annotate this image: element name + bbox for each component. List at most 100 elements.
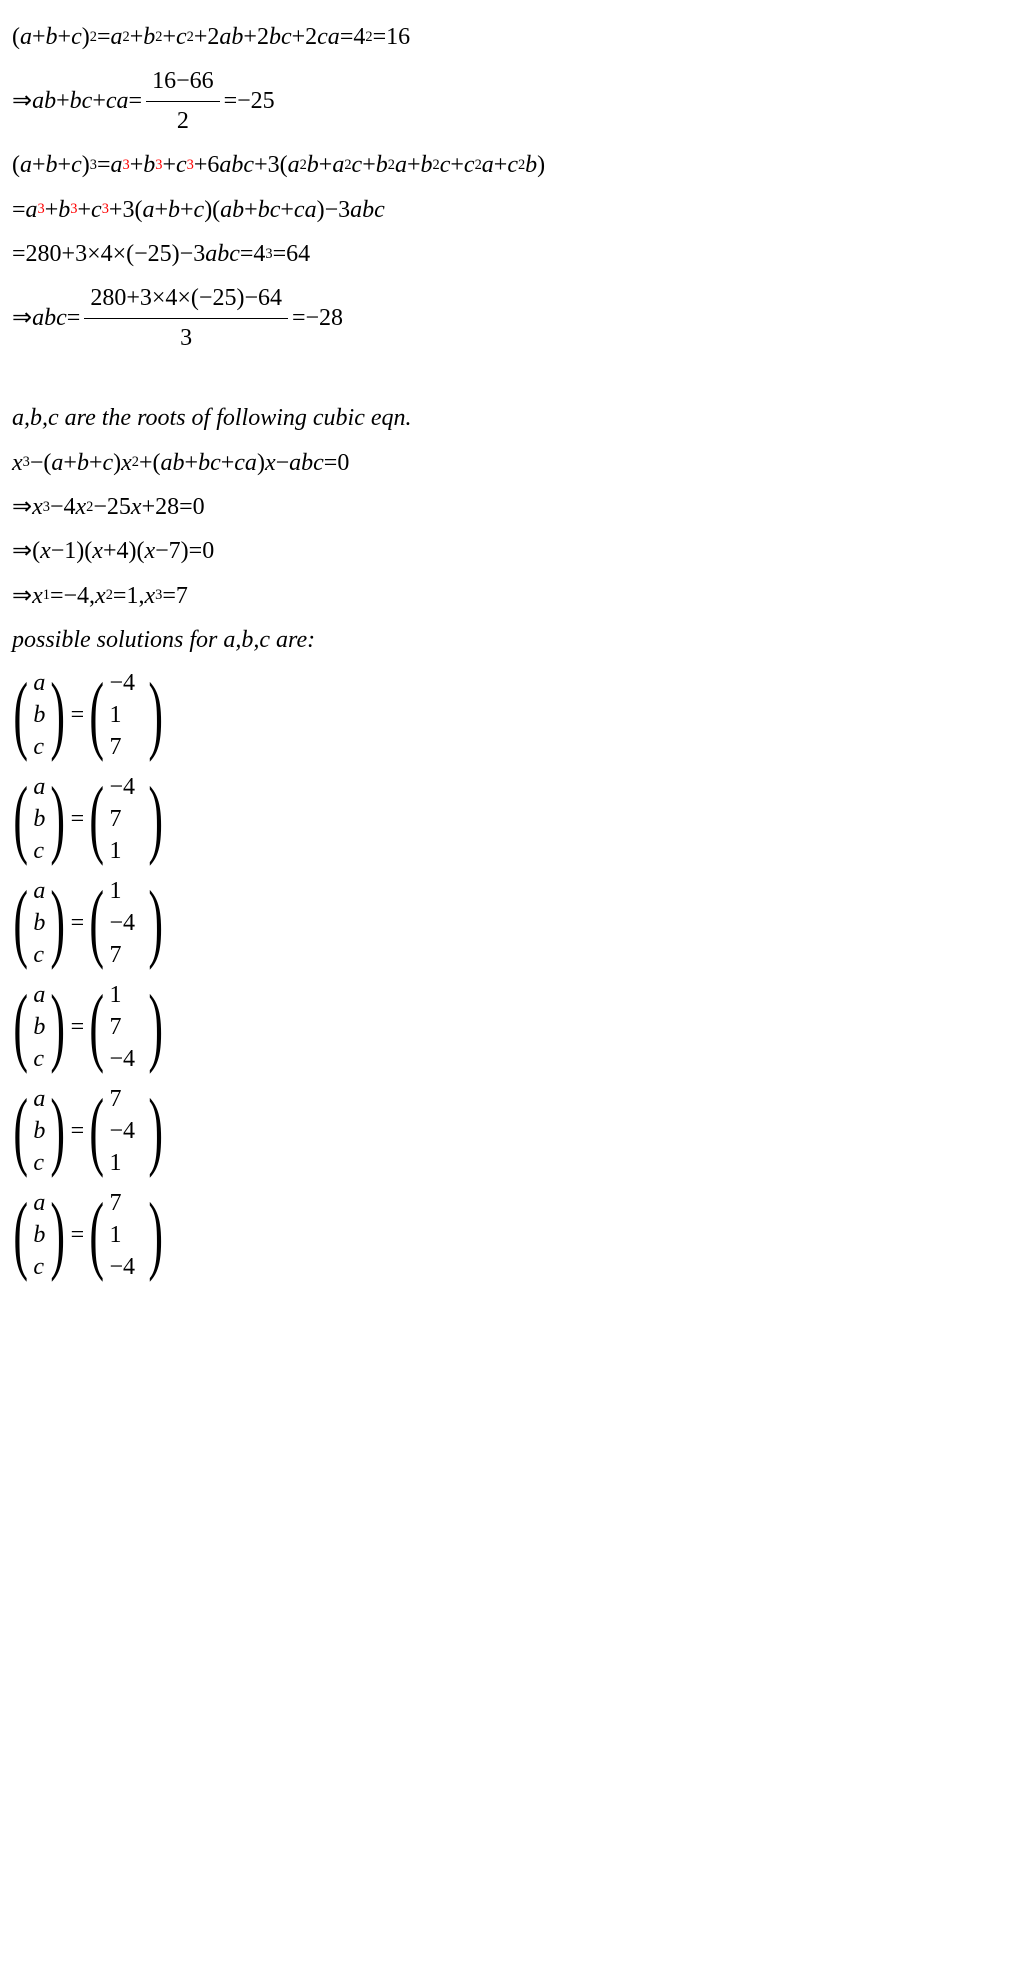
- paren-left: (: [13, 879, 28, 967]
- text: )−3: [317, 191, 351, 229]
- text: ⇒: [12, 82, 32, 120]
- sup: 3: [187, 154, 194, 177]
- var: ab: [219, 18, 243, 56]
- var: c: [507, 146, 518, 184]
- var: b: [143, 18, 155, 56]
- sup: 2: [388, 154, 395, 177]
- paren-right: ): [51, 775, 66, 863]
- sup: 2: [518, 154, 525, 177]
- text: −25: [93, 488, 131, 526]
- var: x: [32, 577, 43, 615]
- text: =−25: [224, 82, 275, 120]
- text: −: [276, 444, 290, 482]
- var: c: [464, 146, 475, 184]
- text: +: [58, 146, 72, 184]
- paren-left: (: [13, 1087, 28, 1175]
- text: +6: [194, 146, 220, 184]
- text: +: [56, 82, 70, 120]
- text: ): [537, 146, 545, 184]
- sup: 3: [155, 154, 162, 177]
- text: +: [180, 191, 194, 229]
- line-9: ⇒x3−4x2−25x+28=0: [12, 488, 1022, 526]
- var: c: [176, 146, 187, 184]
- text: +: [362, 146, 376, 184]
- var: c: [71, 146, 82, 184]
- solution-row: (abc)=(17−4): [12, 979, 1022, 1075]
- abc-col: abc: [29, 1187, 49, 1283]
- text: =: [97, 18, 111, 56]
- sup: 2: [155, 26, 162, 49]
- text: +: [78, 191, 92, 229]
- var: c: [352, 146, 363, 184]
- text: ⇒: [12, 577, 32, 615]
- paren-left: (: [90, 775, 105, 863]
- var: b: [77, 444, 89, 482]
- sup: 2: [300, 154, 307, 177]
- sub: 1: [43, 584, 50, 607]
- text: ): [113, 444, 121, 482]
- var: abc: [289, 444, 324, 482]
- text: =−28: [292, 299, 343, 337]
- text: =−4,: [50, 577, 95, 615]
- line-3: (a+b+c)3=a3+b3+c3+6abc+3(a2b+a2c+b2a+b2c…: [12, 146, 1022, 184]
- line-1: (a+b+c)2=a2+b2+c2+2ab+2bc+2ca=42=16: [12, 18, 1022, 56]
- text: +2: [243, 18, 269, 56]
- text: =: [67, 299, 81, 337]
- text: ⇒: [12, 299, 32, 337]
- text: +(: [139, 444, 161, 482]
- text: ): [82, 18, 90, 56]
- var: ca: [106, 82, 129, 120]
- text: =: [12, 191, 26, 229]
- var: c: [91, 191, 102, 229]
- text: =: [129, 82, 143, 120]
- paren-right: ): [149, 983, 164, 1071]
- var: b: [58, 191, 70, 229]
- sup: 3: [90, 154, 97, 177]
- text: +: [92, 82, 106, 120]
- text: +: [162, 18, 176, 56]
- paren-left: (: [90, 1191, 105, 1279]
- text: +28=0: [142, 488, 205, 526]
- var: x: [121, 444, 132, 482]
- numerator: 280+3×4×(−25)−64: [84, 279, 288, 318]
- text: =4: [340, 18, 366, 56]
- numerator: 16−66: [146, 62, 220, 101]
- var: x: [32, 488, 43, 526]
- text: ): [82, 146, 90, 184]
- var: x: [95, 577, 106, 615]
- values-col: −417: [105, 667, 147, 763]
- equals: =: [71, 1216, 85, 1254]
- text: ⇒: [12, 488, 32, 526]
- paren-left: (: [90, 983, 105, 1071]
- paren-left: (: [90, 671, 105, 759]
- line-11: ⇒x1=−4, x2=1, x3=7: [12, 577, 1022, 615]
- sup: 2: [344, 154, 351, 177]
- equals: =: [71, 696, 85, 734]
- var: x: [265, 444, 276, 482]
- text: +: [244, 191, 258, 229]
- line-8: x3−(a+b+c)x2+(ab+bc+ca)x−abc=0: [12, 444, 1022, 482]
- sub: 3: [155, 584, 162, 607]
- abc-col: abc: [29, 1083, 49, 1179]
- line-4: =a3+b3+c3+3(a+b+c)(ab+bc+ca)−3abc: [12, 191, 1022, 229]
- var: b: [376, 146, 388, 184]
- solution-row: (abc)=(−471): [12, 771, 1022, 867]
- var: bc: [269, 18, 292, 56]
- text: =1,: [113, 577, 145, 615]
- paren-left: (: [90, 1087, 105, 1175]
- var: a: [111, 18, 123, 56]
- line-5: =280+3×4×(−25)−3abc=43=64: [12, 235, 1022, 273]
- text: =0: [324, 444, 350, 482]
- paren-left: (: [13, 671, 28, 759]
- text: +: [45, 191, 59, 229]
- paren-right: ): [51, 1191, 66, 1279]
- var: abc: [350, 191, 385, 229]
- var: ca: [234, 444, 257, 482]
- values-col: 71−4: [105, 1187, 147, 1283]
- solution-row: (abc)=(1−47): [12, 875, 1022, 971]
- var: x: [40, 532, 51, 570]
- var: a: [142, 191, 154, 229]
- sup: 3: [265, 243, 272, 266]
- sup: 3: [123, 154, 130, 177]
- equals: =: [71, 800, 85, 838]
